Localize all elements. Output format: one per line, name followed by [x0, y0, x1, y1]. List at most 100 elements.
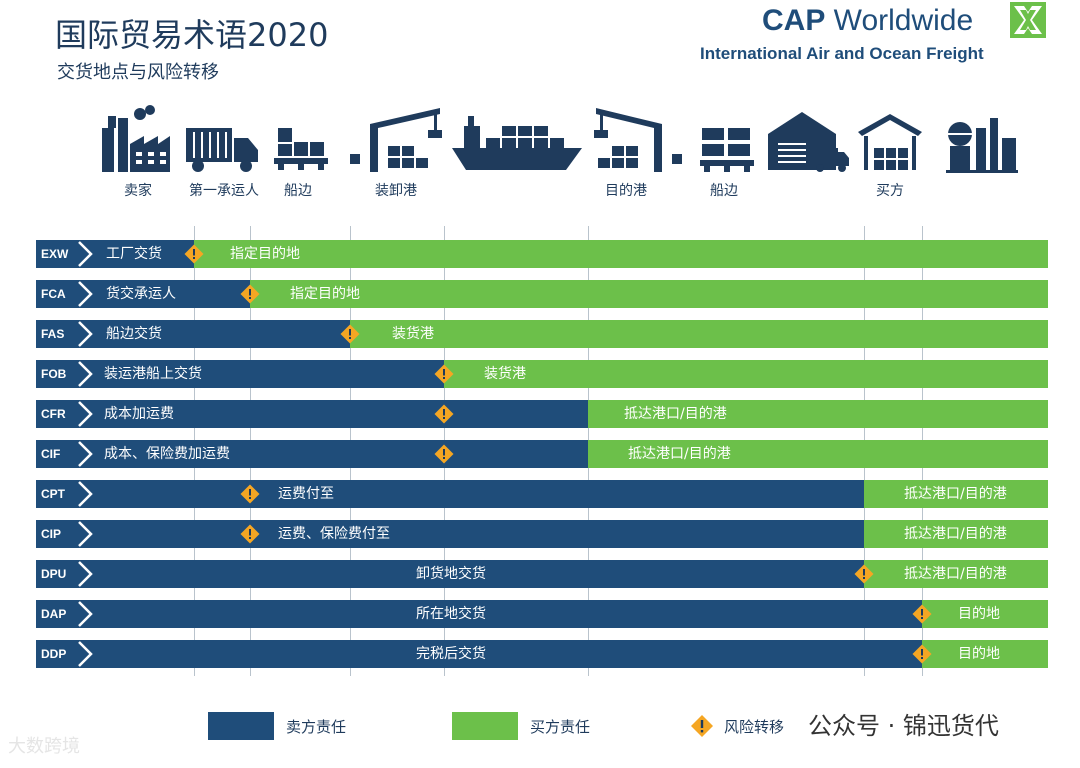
seller-bar [36, 560, 864, 588]
buyer-responsibility-label: 目的地 [958, 606, 1000, 622]
risk-transfer-icon [434, 404, 454, 424]
term-code: DDP [36, 640, 88, 668]
chevron-right-icon [78, 481, 93, 507]
term-code: CFR [36, 400, 88, 428]
factory-icon [102, 105, 170, 172]
risk-transfer-icon [240, 484, 260, 504]
seller-responsibility-label: 工厂交货 [106, 246, 162, 262]
stage-label-ship-side: 船边 [710, 183, 738, 199]
port-crane-icon [594, 108, 682, 172]
legend-seller-swatch [208, 712, 274, 740]
term-row-cpt: CPT 运费付至 抵达港口/目的港 [36, 480, 1048, 508]
buyer-responsibility-label: 指定目的地 [290, 286, 360, 302]
seller-responsibility-label: 装运港船上交货 [104, 366, 202, 382]
stage-label-first-carrier: 第一承运人 [189, 183, 259, 199]
truck-icon [186, 128, 258, 172]
term-code: FAS [36, 320, 88, 348]
buyer-bar [864, 560, 1048, 588]
stage-label-seller: 卖家 [124, 183, 152, 199]
risk-transfer-icon [912, 604, 932, 624]
legend-buyer-label: 买方责任 [530, 718, 591, 736]
plant-icon [946, 118, 1018, 173]
brand-tagline: International Air and Ocean Freight [700, 44, 984, 63]
port-crane-icon [350, 108, 442, 172]
seller-responsibility-label: 运费、保险费付至 [278, 526, 390, 542]
term-row-fas: FAS 船边交货 装货港 [36, 320, 1048, 348]
buyer-responsibility-label: 抵达港口/目的港 [624, 406, 727, 422]
warehouse-truck-icon [768, 112, 849, 172]
risk-transfer-icon [434, 444, 454, 464]
chevron-right-icon [78, 521, 93, 547]
term-row-fca: FCA 货交承运人 指定目的地 [36, 280, 1048, 308]
watermark-label: 大数跨境 [8, 736, 80, 757]
stage-label-destination-port: 目的港 [605, 183, 647, 199]
term-code: CPT [36, 480, 88, 508]
term-row-fob: FOB 装运港船上交货 装货港 [36, 360, 1048, 388]
legend-buyer-swatch [452, 712, 518, 740]
legend-risk-label: 风险转移 [724, 718, 785, 736]
risk-transfer-icon [691, 715, 713, 737]
seller-bar [36, 320, 350, 348]
term-row-cfr: CFR 成本加运费 抵达港口/目的港 [36, 400, 1048, 428]
brand-name: CAP Worldwide [762, 4, 973, 38]
term-code: EXW [36, 240, 88, 268]
risk-transfer-icon [912, 644, 932, 664]
seller-bar [36, 480, 864, 508]
buyer-responsibility-label: 抵达港口/目的港 [904, 566, 1007, 582]
buyer-responsibility-label: 抵达港口/目的港 [628, 446, 731, 462]
chevron-right-icon [78, 441, 93, 467]
term-row-exw: EXW 工厂交货 指定目的地 [36, 240, 1048, 268]
risk-transfer-icon [340, 324, 360, 344]
seller-bar [36, 600, 922, 628]
stage-label-loading-port: 装卸港 [375, 183, 417, 199]
buyer-bar [350, 320, 1048, 348]
stage-label-alongside-ship: 船边 [284, 183, 312, 199]
cargo-boxes-icon [274, 128, 328, 170]
chevron-right-icon [78, 401, 93, 427]
chevron-right-icon [78, 281, 93, 307]
chevron-right-icon [78, 321, 93, 347]
buyer-bar [250, 280, 1048, 308]
seller-responsibility-label: 船边交货 [106, 326, 162, 342]
term-row-ddp: DDP 完税后交货 目的地 [36, 640, 1048, 668]
seller-responsibility-label: 成本、保险费加运费 [104, 446, 230, 462]
warehouse-icon [858, 114, 922, 170]
buyer-bar [922, 640, 1048, 668]
buyer-responsibility-label: 装货港 [392, 326, 434, 342]
seller-responsibility-label: 卸货地交货 [416, 566, 486, 582]
stage-label-buyer: 买方 [876, 183, 904, 199]
term-code: FCA [36, 280, 88, 308]
chevron-right-icon [78, 601, 93, 627]
container-ship-icon [452, 116, 582, 170]
cargo-boxes-icon [700, 128, 754, 172]
chevron-right-icon [78, 241, 93, 267]
buyer-bar [588, 440, 1048, 468]
buyer-bar [864, 480, 1048, 508]
buyer-responsibility-label: 装货港 [484, 366, 526, 382]
risk-transfer-icon [854, 564, 874, 584]
term-row-cif: CIF 成本、保险费加运费 抵达港口/目的港 [36, 440, 1048, 468]
buyer-responsibility-label: 抵达港口/目的港 [904, 486, 1007, 502]
seller-bar [36, 400, 588, 428]
seller-bar [36, 640, 922, 668]
term-code: CIF [36, 440, 88, 468]
risk-transfer-icon [240, 524, 260, 544]
page-title: 国际贸易术语2020 [55, 16, 329, 54]
seller-bar [36, 440, 588, 468]
term-row-dpu: DPU 卸货地交货 抵达港口/目的港 [36, 560, 1048, 588]
risk-transfer-icon [240, 284, 260, 304]
term-row-dap: DAP 所在地交货 目的地 [36, 600, 1048, 628]
brand-name-bold: CAP [762, 4, 826, 37]
seller-responsibility-label: 所在地交货 [416, 606, 486, 622]
buyer-responsibility-label: 抵达港口/目的港 [904, 526, 1007, 542]
buyer-responsibility-label: 目的地 [958, 646, 1000, 662]
chevron-right-icon [78, 561, 93, 587]
term-row-cip: CIP 运费、保险费付至 抵达港口/目的港 [36, 520, 1048, 548]
risk-transfer-icon [434, 364, 454, 384]
buyer-bar [194, 240, 1048, 268]
chevron-right-icon [78, 641, 93, 667]
seller-bar [36, 360, 444, 388]
page-subtitle: 交货地点与风险转移 [57, 62, 219, 83]
legend-seller-label: 卖方责任 [286, 718, 347, 736]
seller-responsibility-label: 货交承运人 [106, 286, 176, 302]
